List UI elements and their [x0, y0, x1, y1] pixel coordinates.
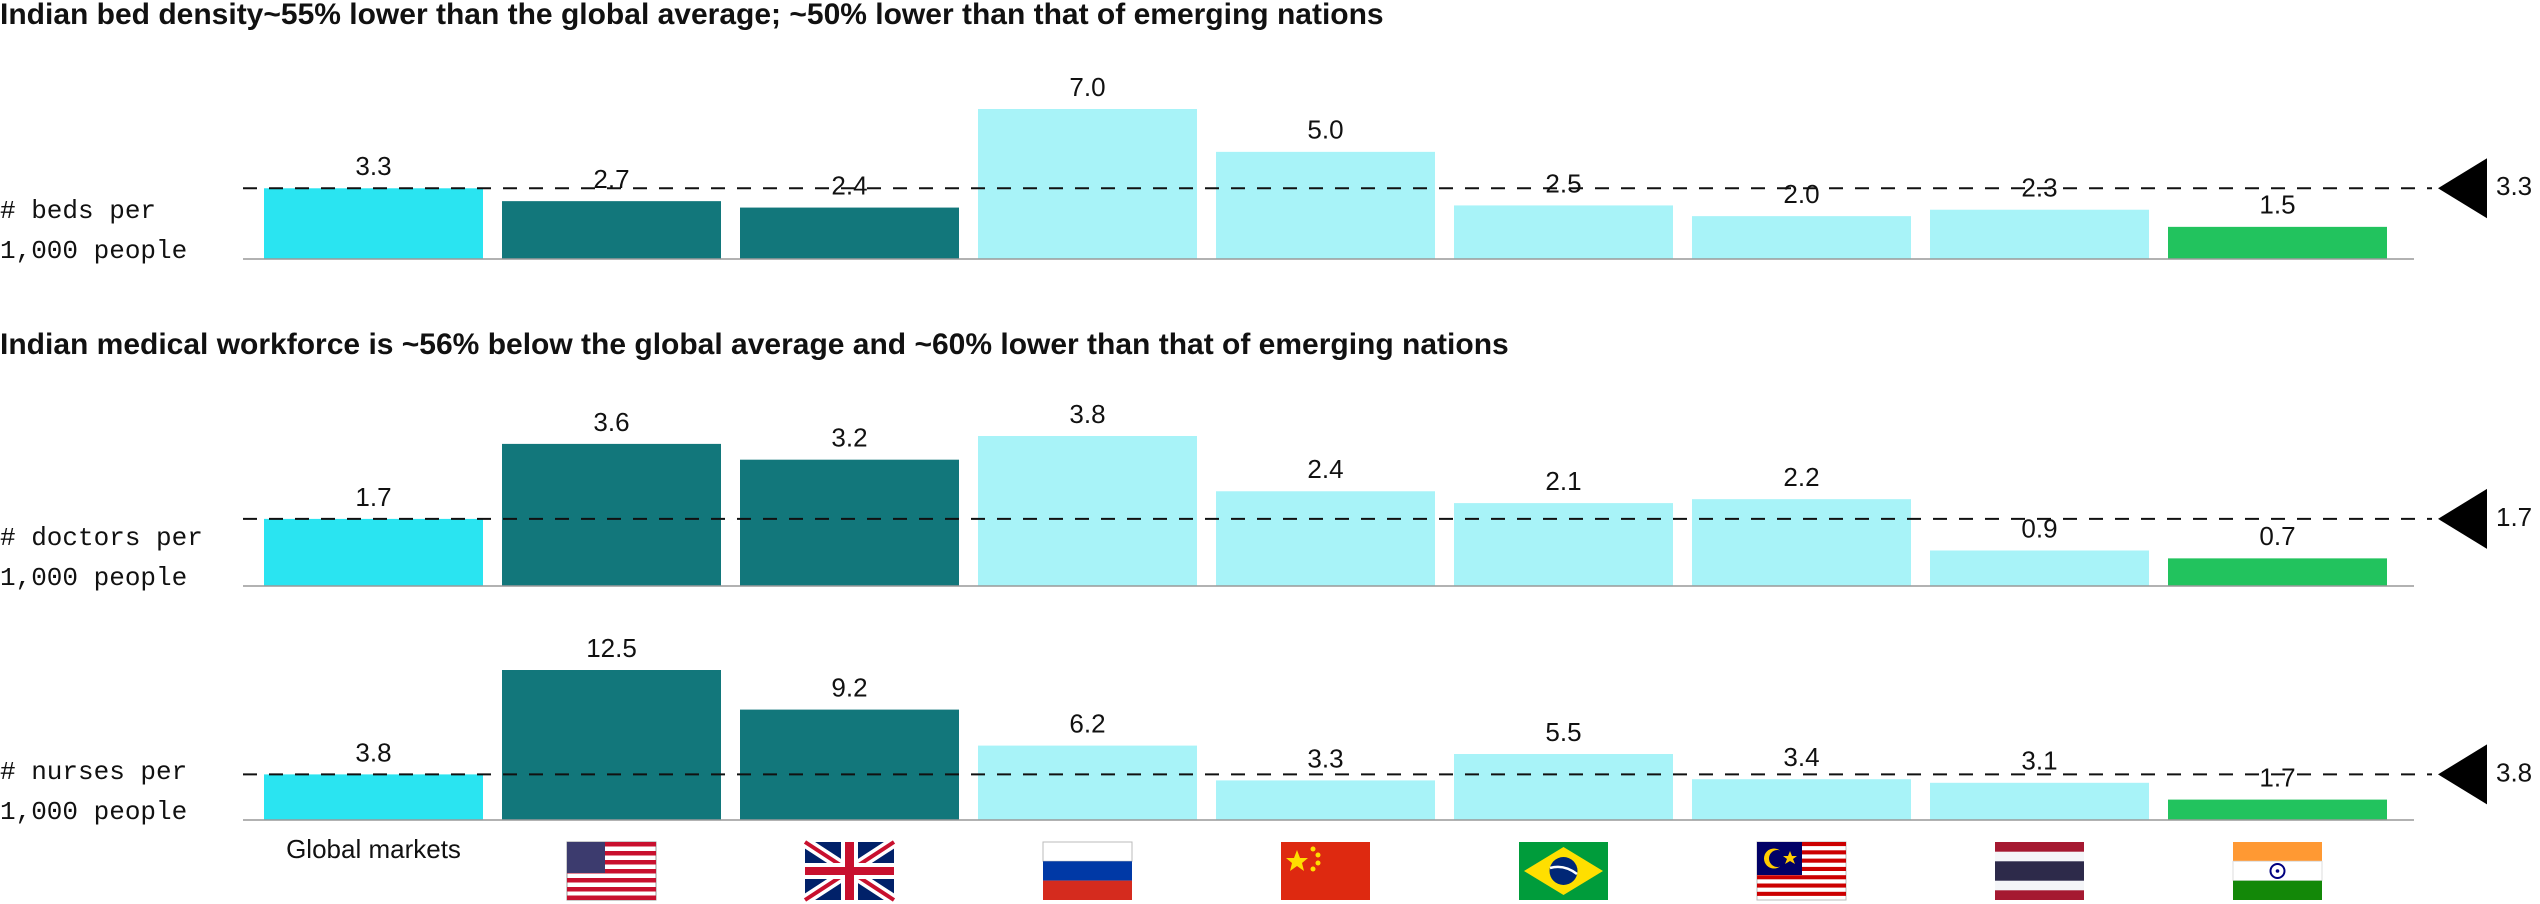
y-axis-label: # nurses per: [0, 757, 187, 787]
bar: [2168, 226, 2387, 259]
bar: [740, 709, 959, 820]
flag-india: [2232, 842, 2323, 900]
y-axis-label: # doctors per: [0, 523, 203, 553]
flag-us: [566, 841, 657, 901]
y-axis-label: 1,000 people: [0, 236, 187, 266]
bar: [1216, 780, 1435, 820]
value-label: 2.4: [831, 170, 867, 200]
bar: [978, 436, 1197, 586]
reference-label: 3.8: [2496, 757, 2532, 787]
bar: [740, 459, 959, 586]
reference-label: 1.7: [2496, 502, 2532, 532]
bar: [2168, 558, 2387, 586]
value-label: 5.5: [1545, 717, 1581, 747]
flag-thailand: [1995, 842, 2084, 900]
value-label: 3.1: [2021, 746, 2057, 776]
bar: [264, 518, 483, 586]
chart-title: Indian bed density~55% lower than the gl…: [0, 0, 1384, 31]
reference-marker: [2438, 488, 2487, 549]
bar: [1692, 779, 1911, 820]
value-label: 3.8: [1069, 399, 1105, 429]
flag-china: [1281, 842, 1370, 900]
value-label: 12.5: [586, 633, 637, 663]
value-label: 1.7: [355, 482, 391, 512]
bar: [1930, 782, 2149, 820]
value-label: 2.4: [1307, 454, 1343, 484]
reference-marker: [2438, 744, 2487, 805]
flag-malaysia: [1756, 841, 1847, 901]
y-axis-label: # beds per: [0, 196, 156, 226]
value-label: 0.9: [2021, 513, 2057, 543]
bar: [2168, 799, 2387, 820]
x-tick-label: Global markets: [286, 834, 461, 864]
value-label: 9.2: [831, 672, 867, 702]
flag-brazil: [1519, 842, 1608, 900]
bar: [1216, 151, 1435, 259]
bar: [978, 109, 1197, 259]
value-label: 3.2: [831, 423, 867, 453]
bar: [1216, 491, 1435, 586]
value-label: 2.1: [1545, 466, 1581, 496]
bar: [1692, 216, 1911, 259]
bar: [502, 670, 721, 820]
bar: [264, 188, 483, 259]
value-label: 1.5: [2259, 190, 2295, 220]
value-label: 3.3: [1307, 743, 1343, 773]
bar: [1454, 754, 1673, 820]
bar: [1930, 209, 2149, 259]
value-label: 2.2: [1783, 462, 1819, 492]
value-label: 6.2: [1069, 708, 1105, 738]
bar: [1692, 499, 1911, 586]
bar: [1454, 503, 1673, 586]
bar: [1454, 205, 1673, 259]
value-label: 2.0: [1783, 179, 1819, 209]
y-axis-label: 1,000 people: [0, 797, 187, 827]
value-label: 1.7: [2259, 762, 2295, 792]
value-label: 3.8: [355, 737, 391, 767]
value-label: 5.0: [1307, 115, 1343, 145]
value-label: 3.6: [593, 407, 629, 437]
value-label: 3.4: [1783, 742, 1819, 772]
bar: [740, 207, 959, 259]
y-axis-label: 1,000 people: [0, 563, 187, 593]
bar: [502, 443, 721, 586]
bar: [1930, 550, 2149, 586]
value-label: 3.3: [355, 151, 391, 181]
bar: [264, 774, 483, 820]
bar: [978, 745, 1197, 820]
value-label: 2.5: [1545, 168, 1581, 198]
reference-marker: [2438, 158, 2487, 219]
reference-label: 3.3: [2496, 171, 2532, 201]
chart-title: Indian medical workforce is ~56% below t…: [0, 328, 1509, 361]
value-label: 0.7: [2259, 521, 2295, 551]
bar: [502, 201, 721, 259]
value-label: 7.0: [1069, 72, 1105, 102]
flag-uk: [801, 837, 898, 904]
value-label: 2.7: [593, 164, 629, 194]
flag-russia: [1042, 841, 1133, 900]
